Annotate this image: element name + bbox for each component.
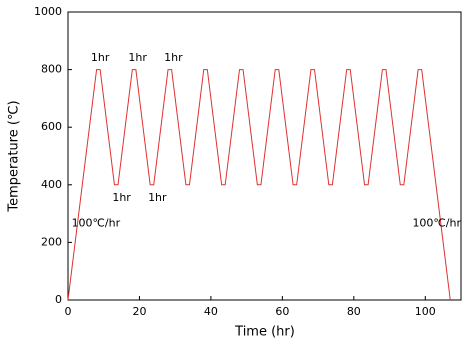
- y-tick-label: 200: [41, 235, 62, 248]
- annotation: 1hr: [112, 191, 131, 204]
- x-tick-label: 40: [204, 305, 218, 318]
- x-axis-label: Time (hr): [234, 325, 295, 340]
- y-tick-label: 400: [41, 178, 62, 191]
- y-tick-label: 800: [41, 63, 62, 76]
- x-tick-label: 60: [275, 305, 289, 318]
- y-tick-label: 0: [55, 293, 62, 306]
- x-tick-label: 80: [347, 305, 361, 318]
- y-axis-label: Temperature (℃): [7, 100, 22, 212]
- annotation: 1hr: [128, 51, 147, 64]
- line: [67, 69, 451, 301]
- annotation: 100℃/hr: [412, 217, 461, 230]
- plot-frame: [67, 11, 462, 301]
- x-tick-label: 0: [65, 305, 72, 318]
- annotation: 1hr: [164, 51, 183, 64]
- y-tick-label: 1000: [34, 5, 62, 18]
- annotation: 1hr: [148, 191, 167, 204]
- annotation: 100℃/hr: [72, 217, 121, 230]
- annotation: 1hr: [91, 51, 110, 64]
- x-tick-label: 20: [132, 305, 146, 318]
- x-tick-label: 100: [415, 305, 436, 318]
- y-tick-label: 600: [41, 120, 62, 133]
